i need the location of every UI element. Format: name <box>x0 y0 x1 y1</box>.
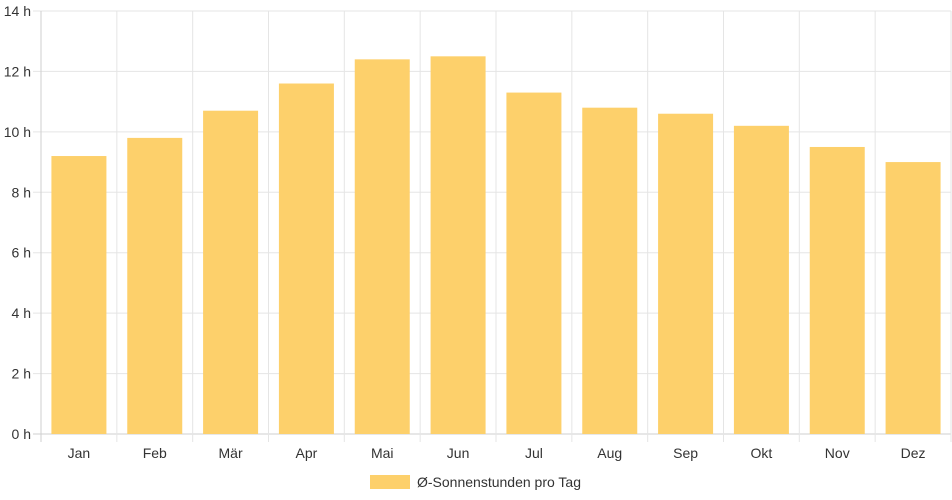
y-tick-label: 10 h <box>4 124 31 140</box>
bar-feb[interactable] <box>127 137 183 434</box>
grid <box>33 10 952 442</box>
x-tick-label: Mai <box>371 445 394 461</box>
bar-aug[interactable] <box>582 107 638 434</box>
x-tick-label: Jul <box>525 445 543 461</box>
bar-jun[interactable] <box>430 56 486 434</box>
y-tick-label: 4 h <box>12 305 31 321</box>
y-tick-label: 14 h <box>4 3 31 19</box>
legend-swatch[interactable] <box>370 475 410 489</box>
y-tick-label: 2 h <box>12 366 31 382</box>
x-tick-label: Okt <box>751 445 773 461</box>
legend-label[interactable]: Ø-Sonnenstunden pro Tag <box>417 474 581 490</box>
bar-apr[interactable] <box>278 83 334 434</box>
x-tick-label: Jun <box>447 445 470 461</box>
x-tick-label: Mär <box>219 445 243 461</box>
bar-sep[interactable] <box>658 113 714 434</box>
x-tick-label: Dez <box>901 445 926 461</box>
bar-jul[interactable] <box>506 92 562 434</box>
y-tick-label: 6 h <box>12 245 31 261</box>
x-tick-label: Nov <box>825 445 850 461</box>
bar-jan[interactable] <box>51 156 107 434</box>
bar-okt[interactable] <box>733 125 789 435</box>
legend[interactable]: Ø-Sonnenstunden pro Tag <box>370 474 581 490</box>
bar-dez[interactable] <box>885 162 941 435</box>
bar-mär[interactable] <box>203 110 259 434</box>
bar-nov[interactable] <box>809 146 865 434</box>
x-tick-label: Jan <box>68 445 91 461</box>
bars <box>51 56 941 435</box>
x-tick-label: Sep <box>673 445 698 461</box>
y-tick-label: 12 h <box>4 63 31 79</box>
x-tick-label: Aug <box>597 445 622 461</box>
axes: 0 h 2 h 4 h 6 h 8 h 10 h 12 h 14 h Jan Feb Mär Apr M… <box>4 3 926 461</box>
y-tick-label: 8 h <box>12 184 31 200</box>
x-tick-label: Feb <box>143 445 167 461</box>
y-tick-label: 0 h <box>12 426 31 442</box>
x-tick-label: Apr <box>296 445 318 461</box>
bar-mai[interactable] <box>354 59 410 434</box>
